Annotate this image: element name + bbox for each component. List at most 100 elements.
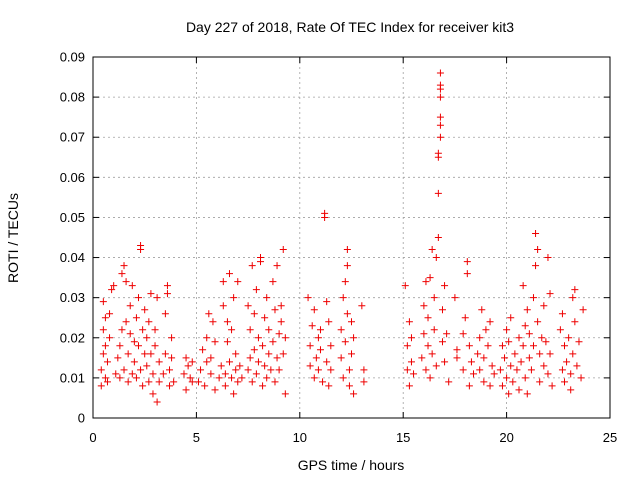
data-point (579, 306, 587, 314)
data-point (540, 362, 548, 370)
data-point (343, 310, 351, 318)
data-point (480, 378, 488, 386)
data-point (428, 350, 436, 358)
data-point (254, 334, 262, 342)
data-point (259, 382, 267, 390)
data-point (132, 374, 140, 382)
data-point (482, 326, 490, 334)
data-point (540, 302, 548, 310)
data-point (463, 270, 471, 278)
data-point (360, 366, 368, 374)
data-point (99, 350, 107, 358)
data-point (490, 370, 498, 378)
data-point (306, 362, 314, 370)
data-point (112, 370, 120, 378)
data-point (306, 342, 314, 350)
data-point (180, 370, 188, 378)
data-point (223, 338, 231, 346)
x-tick-label: 5 (193, 430, 200, 445)
data-point (145, 378, 153, 386)
data-point (277, 302, 285, 310)
data-point (120, 262, 128, 270)
data-point (476, 334, 484, 342)
y-tick-label: 0 (78, 411, 85, 426)
y-tick-label: 0.01 (60, 370, 85, 385)
y-tick-label: 0.08 (60, 90, 85, 105)
data-point (118, 326, 126, 334)
data-point (182, 386, 190, 394)
data-point (403, 366, 411, 374)
data-point (523, 390, 531, 398)
data-point (507, 314, 515, 322)
data-point (498, 382, 506, 390)
data-point (153, 398, 161, 406)
data-point (97, 382, 105, 390)
data-point (116, 374, 124, 382)
data-point (430, 326, 438, 334)
data-point (99, 298, 107, 306)
data-point (116, 342, 124, 350)
data-point (114, 354, 122, 362)
data-point (343, 262, 351, 270)
data-point (130, 338, 138, 346)
data-point (219, 302, 227, 310)
data-point (101, 342, 109, 350)
data-point (205, 310, 213, 318)
data-point (217, 362, 225, 370)
data-point (188, 358, 196, 366)
data-point (515, 386, 523, 394)
y-tick-label: 0.06 (60, 170, 85, 185)
y-tick-label: 0.05 (60, 210, 85, 225)
data-point (323, 298, 331, 306)
data-point (304, 294, 312, 302)
data-point (525, 330, 533, 338)
data-point (232, 366, 240, 374)
data-point (261, 314, 269, 322)
data-point (118, 270, 126, 278)
data-point (424, 314, 432, 322)
data-point (422, 278, 430, 286)
data-point (426, 374, 434, 382)
data-point (209, 318, 217, 326)
data-point (265, 326, 273, 334)
data-point (163, 282, 171, 290)
data-point (422, 366, 430, 374)
data-point (480, 354, 488, 362)
data-point (275, 330, 283, 338)
data-point (314, 334, 322, 342)
data-point (145, 318, 153, 326)
data-point (432, 362, 440, 370)
data-point (453, 354, 461, 362)
data-point (569, 350, 577, 358)
y-tick-label: 0.04 (60, 250, 85, 265)
data-point (314, 366, 322, 374)
data-point (141, 350, 149, 358)
data-point (325, 382, 333, 390)
data-point (232, 350, 240, 358)
data-point (132, 314, 140, 322)
data-point (532, 262, 540, 270)
y-tick-label: 0.07 (60, 130, 85, 145)
data-point (420, 302, 428, 310)
data-point (254, 358, 262, 366)
data-point (161, 310, 169, 318)
data-point (470, 370, 478, 378)
data-point (137, 366, 145, 374)
axis-ticks: 0 0.01 0.02 0.03 0.04 0.05 0.06 0.07 0.08 0.09 0 5 1… (60, 50, 618, 446)
data-point (168, 354, 176, 362)
data-point (267, 366, 275, 374)
data-point (250, 346, 258, 354)
data-point (234, 378, 242, 386)
data-point (234, 278, 242, 286)
data-point (151, 326, 159, 334)
data-point (211, 386, 219, 394)
data-point (348, 318, 355, 326)
data-point (228, 374, 236, 382)
data-point (459, 330, 467, 338)
data-point (565, 334, 573, 342)
data-point (436, 133, 444, 141)
data-point (410, 370, 418, 378)
data-point (248, 378, 256, 386)
data-point (478, 306, 486, 314)
data-point (567, 386, 575, 394)
